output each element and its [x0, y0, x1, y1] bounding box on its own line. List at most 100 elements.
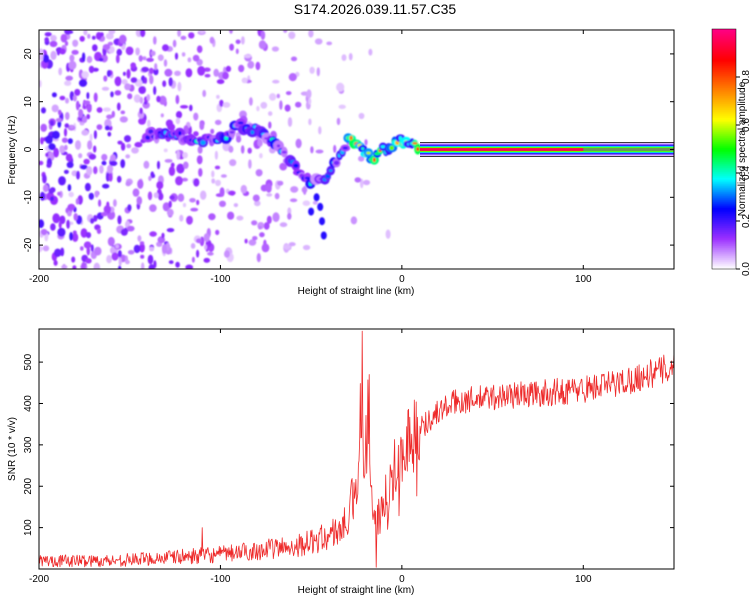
- heatmap-cell: [106, 114, 113, 120]
- heatmap-cell: [82, 115, 88, 123]
- colorbar-strip: [712, 115, 736, 118]
- colorbar-strip: [712, 201, 736, 204]
- heatmap-cell: [192, 54, 200, 62]
- heatmap-cell: [120, 228, 128, 236]
- colorbar-strip: [712, 121, 736, 124]
- heatmap-cell: [64, 30, 72, 35]
- heatmap-cell: [148, 67, 154, 75]
- heatmap-cell: [127, 250, 135, 255]
- heatmap-cell: [175, 261, 180, 268]
- heatmap-cell: [153, 36, 157, 45]
- heatmap-cell: [187, 57, 192, 63]
- heatmap-cell: [156, 181, 164, 190]
- heatmap-cell: [266, 215, 272, 224]
- colorbar-strip: [712, 89, 736, 92]
- heatmap-cell: [117, 140, 123, 145]
- heatmap-cell: [180, 35, 187, 41]
- heatmap-cell: [137, 235, 142, 242]
- heatmap-cell: [39, 48, 44, 58]
- colorbar-strip: [712, 267, 736, 270]
- heatmap-cell: [190, 207, 199, 212]
- heatmap-cell: [145, 134, 151, 140]
- heatmap-cell: [94, 190, 99, 198]
- colorbar-strip: [712, 171, 736, 174]
- heatmap-cell: [98, 199, 102, 207]
- heatmap-cell: [103, 107, 111, 112]
- colorbar-strip: [712, 191, 736, 194]
- heatmap-cell: [268, 111, 273, 116]
- heatmap-cell: [314, 38, 323, 45]
- colorbar-strip: [712, 55, 736, 58]
- heatmap-cell: [169, 195, 175, 200]
- heatmap-cell: [348, 53, 353, 61]
- heatmap-cell: [176, 150, 181, 160]
- heatmap-cell: [202, 89, 207, 98]
- colorbar-strip: [712, 243, 736, 246]
- heatmap-cell: [325, 174, 331, 179]
- y-tick-label: 100: [23, 519, 34, 536]
- heatmap-cell: [416, 147, 420, 151]
- colorbar-strip: [712, 117, 736, 120]
- heatmap-cell: [336, 117, 341, 126]
- heatmap-cell: [188, 32, 195, 39]
- heatmap-cell: [139, 107, 143, 115]
- heatmap-cell: [98, 57, 104, 62]
- heatmap-cell: [309, 66, 315, 74]
- colorbar-strip: [712, 263, 736, 266]
- heatmap-cell: [281, 150, 287, 154]
- heatmap-cell: [99, 165, 104, 174]
- heatmap-cell: [87, 140, 93, 150]
- heatmap-cell: [162, 202, 171, 212]
- heatmap-cell: [272, 212, 280, 223]
- heatmap-cell: [336, 82, 345, 92]
- heatmap-cell: [312, 200, 318, 205]
- colorbar-strip: [712, 59, 736, 62]
- heatmap-cell: [69, 54, 75, 62]
- heatmap-cell: [115, 244, 120, 249]
- heatmap-cell: [93, 130, 97, 140]
- heatmap-cell: [284, 104, 291, 112]
- colorbar-strip: [712, 87, 736, 90]
- heatmap-cell: [138, 86, 146, 94]
- heatmap-cell: [130, 62, 136, 69]
- heatmap-cell: [75, 198, 80, 205]
- heatmap-cell: [40, 228, 48, 236]
- heatmap-cell: [159, 95, 167, 106]
- colorbar-ticks: 0.0 0.2 0.4 0.6 0.8: [736, 70, 750, 276]
- heatmap-cell: [83, 158, 90, 165]
- heatmap-cell: [84, 182, 91, 192]
- heatmap-y-label: Frequency (Hz): [7, 116, 18, 185]
- heatmap-cell: [190, 243, 196, 249]
- heatmap-cell: [65, 153, 73, 162]
- colorbar-strip: [712, 159, 736, 162]
- heatmap-cell: [258, 225, 262, 230]
- heatmap-cell: [233, 203, 239, 208]
- heatmap-cell: [229, 159, 237, 167]
- heatmap-cell: [133, 244, 141, 254]
- heatmap-cell: [86, 246, 91, 256]
- heatmap-cell: [42, 245, 50, 252]
- y-tick-label: 300: [23, 436, 34, 453]
- colorbar-strip: [712, 79, 736, 82]
- heatmap-cell: [61, 137, 68, 143]
- heatmap-cell: [380, 145, 386, 149]
- colorbar-strip: [712, 253, 736, 256]
- heatmap-cell: [136, 196, 143, 206]
- colorbar-tick-label: 0.2: [741, 214, 750, 228]
- heatmap-cell: [138, 117, 146, 125]
- heatmap-cell: [287, 212, 292, 220]
- heatmap-cell: [99, 32, 104, 37]
- heatmap-cell: [244, 238, 248, 244]
- heatmap-cell: [341, 54, 347, 61]
- heatmap-cell: [251, 220, 258, 226]
- heatmap-cell: [153, 192, 159, 199]
- heatmap-cell: [287, 207, 292, 216]
- y-tick-label: 20: [23, 48, 34, 60]
- colorbar-strip: [712, 43, 736, 46]
- heatmap-cell: [219, 200, 226, 207]
- heatmap-cell: [88, 192, 95, 200]
- heatmap-cell: [134, 141, 143, 148]
- heatmap-cell: [186, 215, 193, 225]
- colorbar-strip: [712, 101, 736, 104]
